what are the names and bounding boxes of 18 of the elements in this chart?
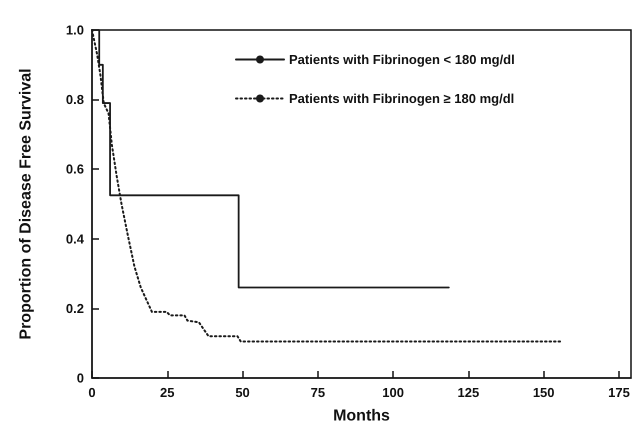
x-tick-label: 25 — [160, 385, 175, 400]
x-tick-label: 75 — [310, 385, 326, 400]
x-axis-title: Months — [333, 408, 390, 424]
legend-label: Patients with Fibrinogen ≥ 180 mg/dl — [289, 91, 514, 106]
x-tick-label: 150 — [532, 385, 555, 400]
x-tick-label: 125 — [458, 385, 480, 400]
y-axis-title: Proportion of Disease Free Survival — [18, 68, 34, 340]
x-tick-label: 50 — [235, 385, 250, 400]
x-tick-label: 100 — [382, 385, 404, 400]
y-tick-label: 0.2 — [66, 300, 84, 316]
legend-label: Patients with Fibrinogen < 180 mg/dl — [289, 52, 515, 67]
x-tick-label: 175 — [608, 385, 630, 400]
y-tick-label: 0.4 — [66, 231, 85, 246]
x-tick-label: 0 — [88, 385, 96, 400]
y-tick-label: 0 — [76, 370, 84, 386]
y-tick-label: 0.8 — [66, 92, 84, 108]
y-tick-label: 0.6 — [66, 162, 84, 177]
y-tick-label: 1.0 — [66, 22, 84, 38]
